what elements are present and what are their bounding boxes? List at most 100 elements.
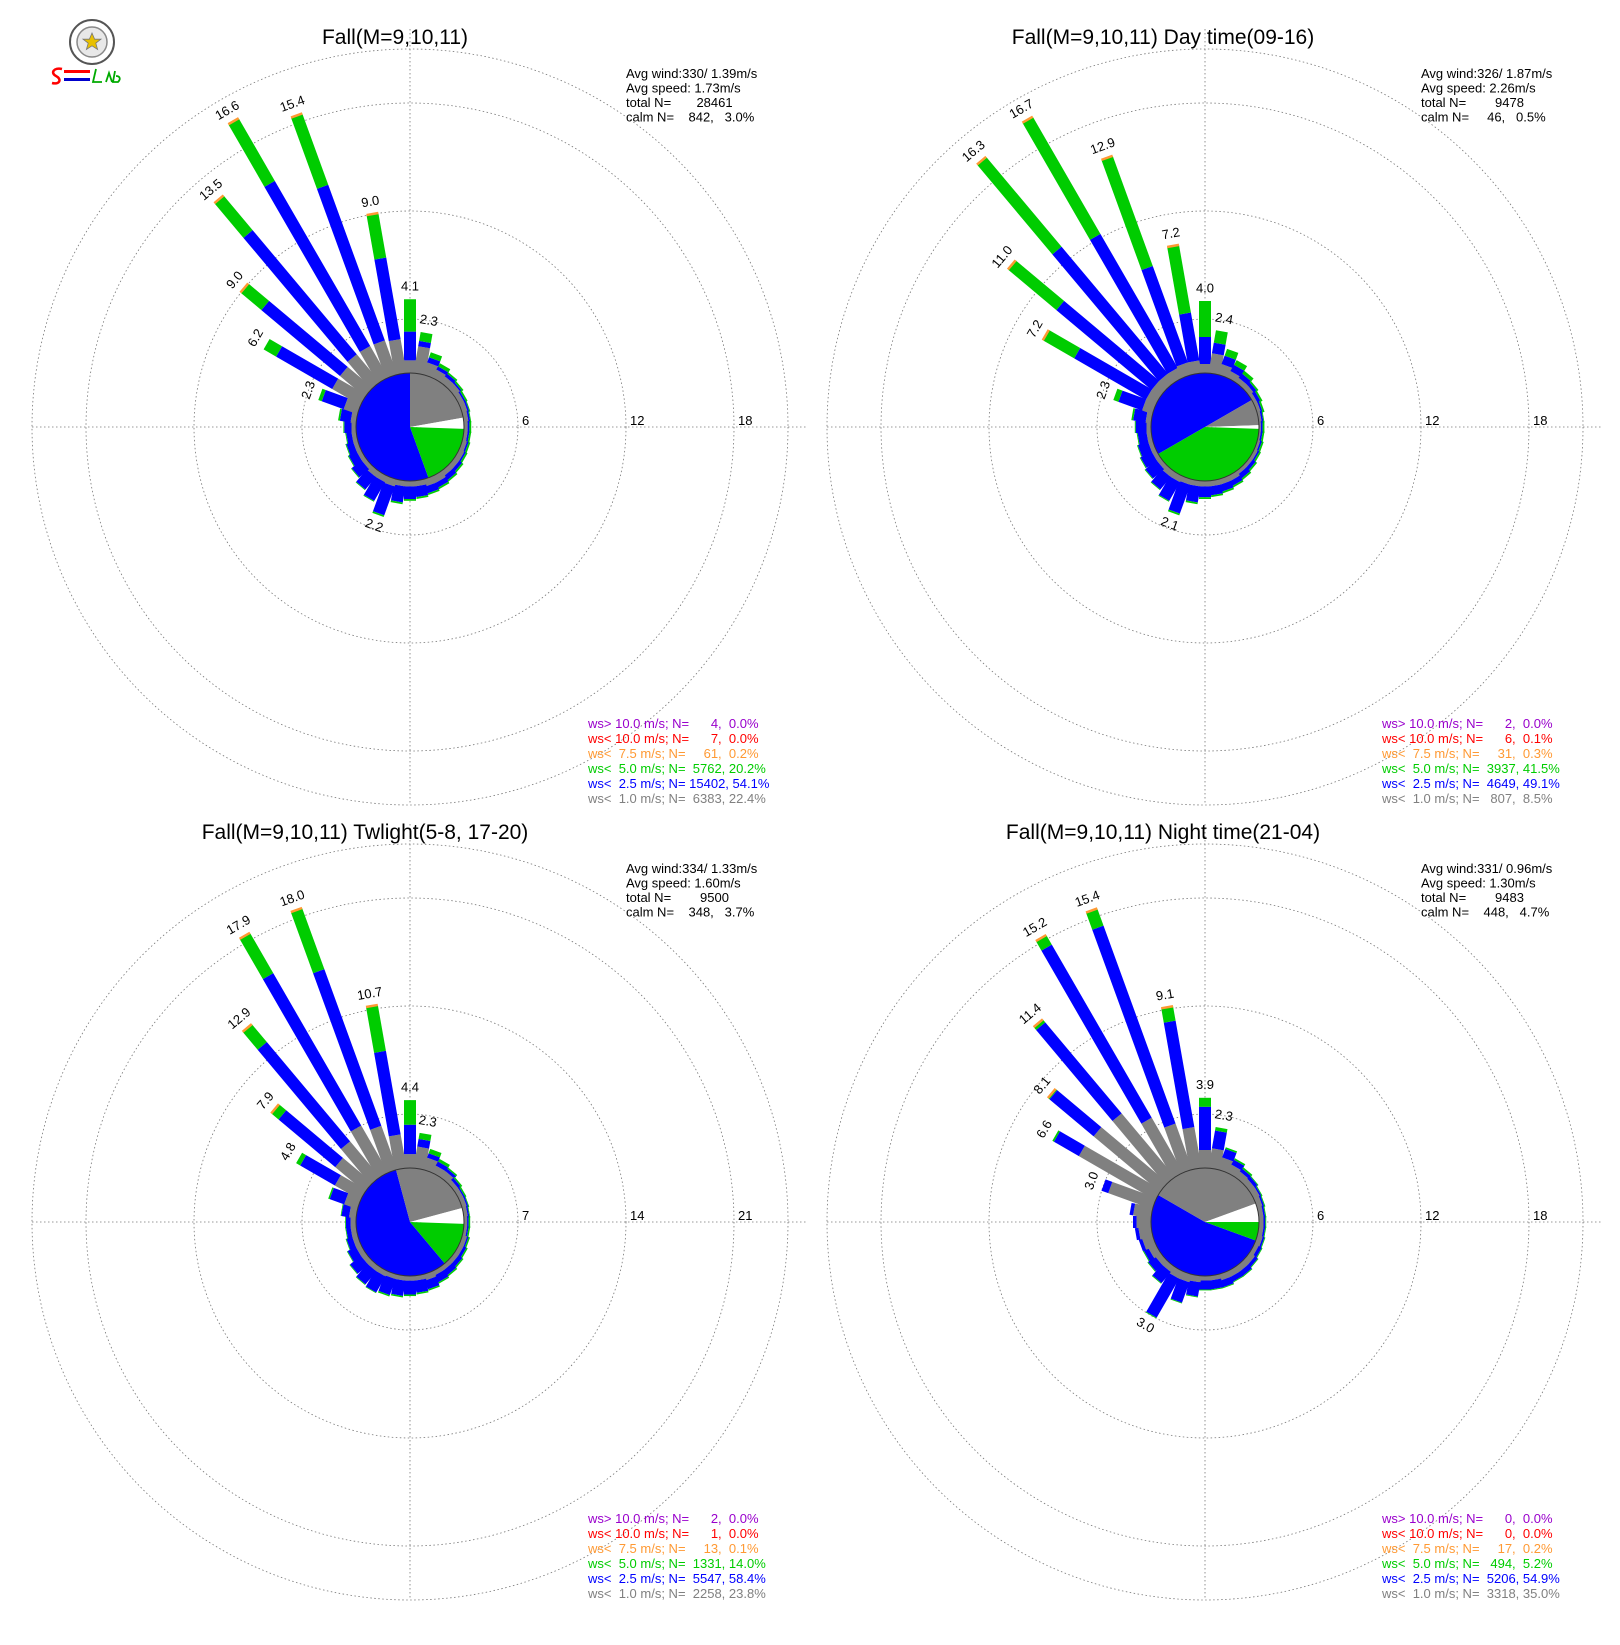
stats-line-1: Avg wind:330/ 1.39m/s xyxy=(626,66,758,81)
wind-bar-segment-gray xyxy=(371,468,375,473)
wind-bar-segment-gray xyxy=(1240,1263,1244,1268)
wind-bar-segment-blue xyxy=(1243,377,1246,381)
wind-bar-segment-blue xyxy=(1228,1151,1231,1159)
stats-line-3: total N= 9500 xyxy=(626,890,729,905)
wind-bar-segment-gray xyxy=(1166,1263,1170,1268)
wind-bar-segment-gray xyxy=(419,480,420,485)
wind-bar-label: 7.9 xyxy=(254,1089,277,1112)
legend-entry-6: ws< 1.0 m/s; N= 807, 8.5% xyxy=(1381,791,1553,806)
wind-bar-segment-gray xyxy=(1185,478,1187,483)
wind-bar-segment-gray xyxy=(1232,1269,1235,1274)
wind-bar-segment-blue xyxy=(354,1260,365,1269)
wind-bar-segment-gray xyxy=(461,445,465,447)
wind-bar-segment-blue xyxy=(1227,358,1230,366)
wind-bar-segment-orange xyxy=(1107,157,1108,159)
legend-entry-3: ws< 7.5 m/s; N= 61, 0.2% xyxy=(587,746,759,761)
wind-bar-segment-gray xyxy=(1151,1249,1158,1253)
wind-bar-segment-green xyxy=(1228,490,1229,492)
wind-bar-segment-gray xyxy=(400,480,401,485)
wind-bar-segment-gray xyxy=(1174,1269,1178,1276)
wind-bar-70 xyxy=(461,406,469,409)
wind-bar-segment-green xyxy=(458,385,459,386)
logo-s-mark xyxy=(52,69,62,84)
wind-bar-segment-green xyxy=(452,376,453,377)
wind-bar-segment-green xyxy=(443,366,445,369)
legend-entry-6: ws< 1.0 m/s; N= 3318, 35.0% xyxy=(1381,1586,1560,1601)
wind-bar-120 xyxy=(1252,1249,1260,1254)
wind-bar-segment-blue xyxy=(441,480,444,485)
wind-bar-segment-gray xyxy=(380,474,383,479)
wind-bar-segment-blue xyxy=(1134,414,1146,416)
wind-bar-segment-green xyxy=(245,288,266,305)
wind-bar-segment-gray xyxy=(352,1231,357,1232)
wind-bar-segment-blue xyxy=(1131,1209,1135,1210)
wind-bar-170 xyxy=(1214,480,1217,496)
wind-bar-label: 2.4 xyxy=(1214,309,1234,327)
wind-bar-280 xyxy=(342,1210,357,1213)
wind-bar-280 xyxy=(1131,1209,1152,1213)
wind-bar-segment-blue xyxy=(1244,1172,1246,1175)
wind-bar-segment-gray xyxy=(461,407,466,409)
stats-line-2: Avg speed: 1.30m/s xyxy=(1421,876,1536,891)
radial-tick-label: 12 xyxy=(630,413,644,428)
wind-bar-segment-blue xyxy=(1235,1274,1238,1279)
wind-bar-segment-green xyxy=(424,1134,425,1140)
wind-bar-segment-orange xyxy=(1091,909,1092,911)
wind-bar-segment-gray xyxy=(463,1212,467,1213)
wind-bar-segment-green xyxy=(1253,385,1254,386)
wind-bar-segment-gray xyxy=(428,1273,430,1279)
wind-bar-segment-gray xyxy=(1232,474,1235,479)
wind-bar-260 xyxy=(1136,1231,1152,1234)
wind-bar-segment-green xyxy=(443,1162,445,1165)
wind-bar-segment-blue xyxy=(1226,1279,1228,1286)
wind-bar-label: 9.0 xyxy=(360,192,380,210)
wind-bar-110 xyxy=(1256,1240,1264,1243)
wind-bar-segment-blue xyxy=(466,406,468,407)
wind-bar-segment-gray xyxy=(1252,454,1255,456)
legend-entry-6: ws< 1.0 m/s; N= 2258, 23.8% xyxy=(587,1586,766,1601)
wind-bar-segment-orange xyxy=(274,1108,276,1110)
wind-bar-segment-green xyxy=(1148,474,1149,475)
wind-bar-segment-gray xyxy=(1252,1249,1256,1251)
wind-bar-50 xyxy=(451,385,459,392)
wind-bar-label: 7.2 xyxy=(1161,224,1181,242)
stats-line-1: Avg wind:334/ 1.33m/s xyxy=(626,861,758,876)
wind-bar-segment-green xyxy=(1092,911,1098,928)
wind-bar-segment-blue xyxy=(1215,1280,1217,1289)
wind-bar-segment-blue xyxy=(1237,1163,1240,1168)
wind-bar-160 xyxy=(1223,1273,1228,1287)
wind-bar-250 xyxy=(1139,445,1154,451)
wind-bar-150 xyxy=(437,1269,444,1281)
wind-bar-segment-blue xyxy=(324,396,346,404)
radial-tick-label: 21 xyxy=(738,1208,752,1223)
wind-bar-segment-gray xyxy=(419,1275,420,1280)
wind-bar-160 xyxy=(428,1273,434,1289)
wind-bar-segment-blue xyxy=(1057,1137,1082,1151)
wind-bar-segment-blue xyxy=(1149,465,1160,474)
wind-bar-segment-green xyxy=(1237,483,1238,485)
wind-bar-segment-gray xyxy=(1144,1240,1154,1244)
wind-bar-segment-gray xyxy=(359,1249,364,1252)
wind-bar-segment-green xyxy=(1254,1263,1255,1264)
wind-bar-segment-orange xyxy=(243,287,245,289)
wind-bar-70 xyxy=(1256,406,1263,408)
stats-line-3: total N= 9478 xyxy=(1421,95,1524,110)
wind-bar-segment-gray xyxy=(437,474,441,480)
wind-bar-segment-green xyxy=(299,1158,303,1160)
wind-bar-label: 3.0 xyxy=(1081,1170,1101,1192)
wind-bar-segment-green xyxy=(267,344,279,351)
wind-bar-segment-blue xyxy=(380,259,394,341)
stats-line-2: Avg speed: 1.73m/s xyxy=(626,81,741,96)
wind-bar-segment-gray xyxy=(451,1257,455,1260)
wind-bar-260 xyxy=(346,436,357,438)
wind-bar-segment-gray xyxy=(364,1257,368,1260)
wind-bar-segment-green xyxy=(1041,938,1046,947)
wind-bar-120 xyxy=(1252,454,1258,458)
wind-bar-segment-gray xyxy=(1246,1257,1251,1261)
wind-bar-60 xyxy=(1252,396,1260,401)
wind-bar-segment-blue xyxy=(1147,1253,1152,1256)
wind-bar-segment-blue xyxy=(1170,1022,1189,1128)
